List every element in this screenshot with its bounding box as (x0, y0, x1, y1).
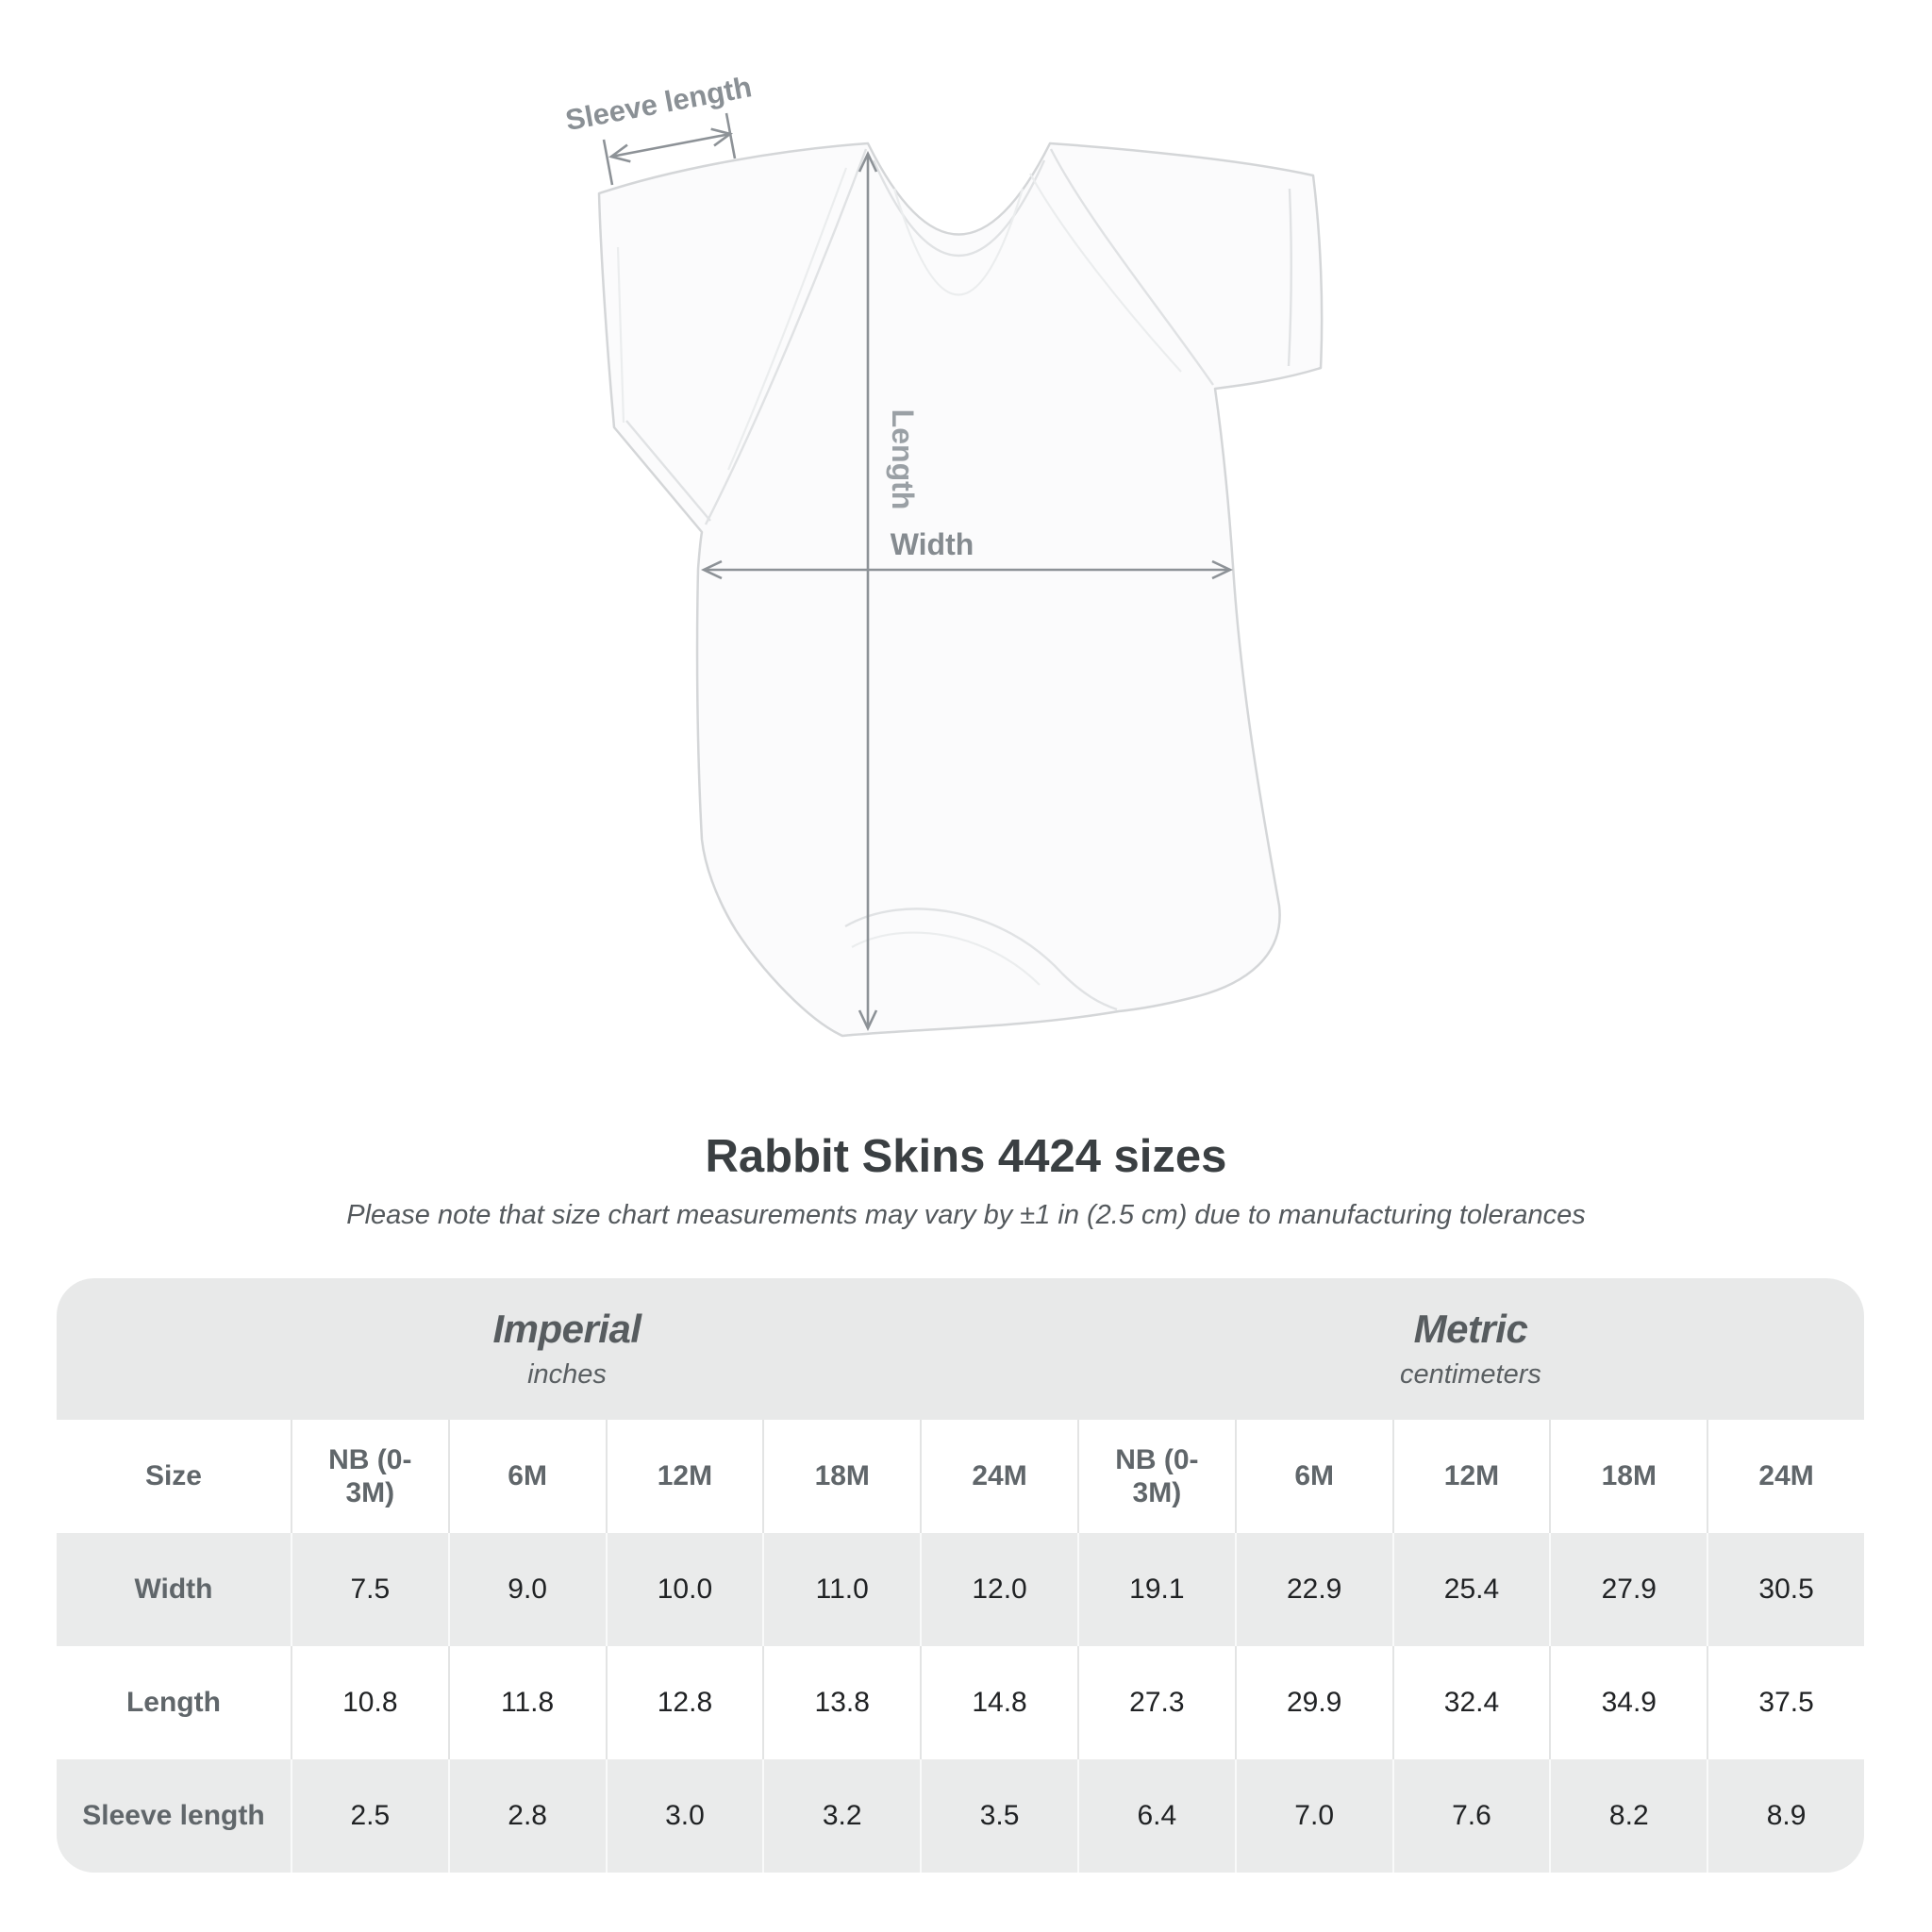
bodysuit-seams (625, 148, 1293, 1011)
tolerance-note: Please note that size chart measurements… (346, 1200, 1586, 1230)
col-header-metric-24m: 24M (1707, 1420, 1864, 1533)
sleeve-metric-24m: 8.9 (1707, 1759, 1864, 1873)
page-title: Rabbit Skins 4424 sizes (705, 1131, 1227, 1182)
length-imperial-12m: 12.8 (605, 1646, 763, 1759)
sleeve-imperial-12m: 3.0 (605, 1759, 763, 1873)
sleeve-metric-12m: 7.6 (1391, 1759, 1550, 1873)
sleeve-imperial-24m: 3.5 (920, 1759, 1077, 1873)
row-label-width: Width (57, 1533, 291, 1646)
length-label: Length (886, 409, 920, 510)
width-metric-24m: 30.5 (1707, 1533, 1864, 1646)
col-header-imperial-18m: 18M (762, 1420, 920, 1533)
sleeve-metric-6m: 7.0 (1234, 1759, 1392, 1873)
baby-bodysuit-illustration: Sleeve length Length Width (563, 70, 1324, 1038)
width-metric-6m: 22.9 (1234, 1533, 1392, 1646)
metric-group-name: Metric (1413, 1306, 1528, 1351)
length-metric-nb: 27.3 (1076, 1646, 1235, 1759)
table-corner-label: Size (144, 1460, 202, 1492)
measurement-arrows (602, 112, 1230, 1028)
col-header-metric-12m: 12M (1391, 1420, 1550, 1533)
length-metric-12m: 32.4 (1391, 1646, 1550, 1759)
sleeve-length-label: Sleeve length (563, 70, 755, 137)
col-header-metric-nb: NB (0-3M) (1076, 1420, 1235, 1533)
length-metric-24m: 37.5 (1707, 1646, 1864, 1759)
sleeve-metric-nb: 6.4 (1076, 1759, 1235, 1873)
length-imperial-18m: 13.8 (762, 1646, 920, 1759)
sleeve-metric-18m: 8.2 (1549, 1759, 1707, 1873)
col-header-imperial-24m: 24M (920, 1420, 1077, 1533)
length-imperial-24m: 14.8 (920, 1646, 1077, 1759)
width-imperial-24m: 12.0 (920, 1533, 1077, 1646)
col-header-metric-18m: 18M (1549, 1420, 1707, 1533)
row-label-length: Length (125, 1687, 221, 1719)
length-imperial-nb: 10.8 (290, 1646, 448, 1759)
imperial-group-header: Imperial inches (57, 1278, 1077, 1420)
sleeve-tick-right (724, 112, 737, 159)
sleeve-length-arrow (611, 134, 730, 157)
sleeve-imperial-6m: 2.8 (447, 1759, 606, 1873)
metric-group-header: Metric centimeters (1077, 1278, 1864, 1420)
sleeve-imperial-nb: 2.5 (290, 1759, 448, 1873)
size-table: Imperial inches Metric centimeters Size … (57, 1278, 1864, 1873)
metric-group-unit: centimeters (1400, 1359, 1541, 1391)
col-header-imperial-12m: 12M (605, 1420, 763, 1533)
row-label-sleeve-length: Sleeve length (57, 1759, 291, 1873)
col-header-imperial-6m: 6M (447, 1420, 606, 1533)
width-metric-12m: 25.4 (1391, 1533, 1550, 1646)
imperial-group-name: Imperial (492, 1306, 641, 1351)
width-imperial-12m: 10.0 (605, 1533, 763, 1646)
width-imperial-6m: 9.0 (447, 1533, 606, 1646)
col-header-imperial-nb: NB (0-3M) (290, 1420, 448, 1533)
imperial-group-unit: inches (527, 1359, 607, 1391)
length-imperial-6m: 11.8 (447, 1646, 606, 1759)
width-label: Width (891, 527, 974, 561)
length-metric-6m: 29.9 (1234, 1646, 1392, 1759)
length-metric-18m: 34.9 (1549, 1646, 1707, 1759)
col-header-metric-6m: 6M (1234, 1420, 1392, 1533)
bodysuit-outline (597, 142, 1324, 1038)
width-metric-18m: 27.9 (1549, 1533, 1707, 1646)
sleeve-tick-left (602, 139, 614, 186)
size-table-grid: Size NB (0-3M) 6M 12M 18M 24M NB (0-3M) … (57, 1420, 1864, 1873)
width-metric-nb: 19.1 (1076, 1533, 1235, 1646)
width-imperial-18m: 11.0 (762, 1533, 921, 1646)
sleeve-imperial-18m: 3.2 (762, 1759, 921, 1873)
unit-group-band: Imperial inches Metric centimeters (57, 1278, 1864, 1420)
width-imperial-nb: 7.5 (290, 1533, 448, 1646)
